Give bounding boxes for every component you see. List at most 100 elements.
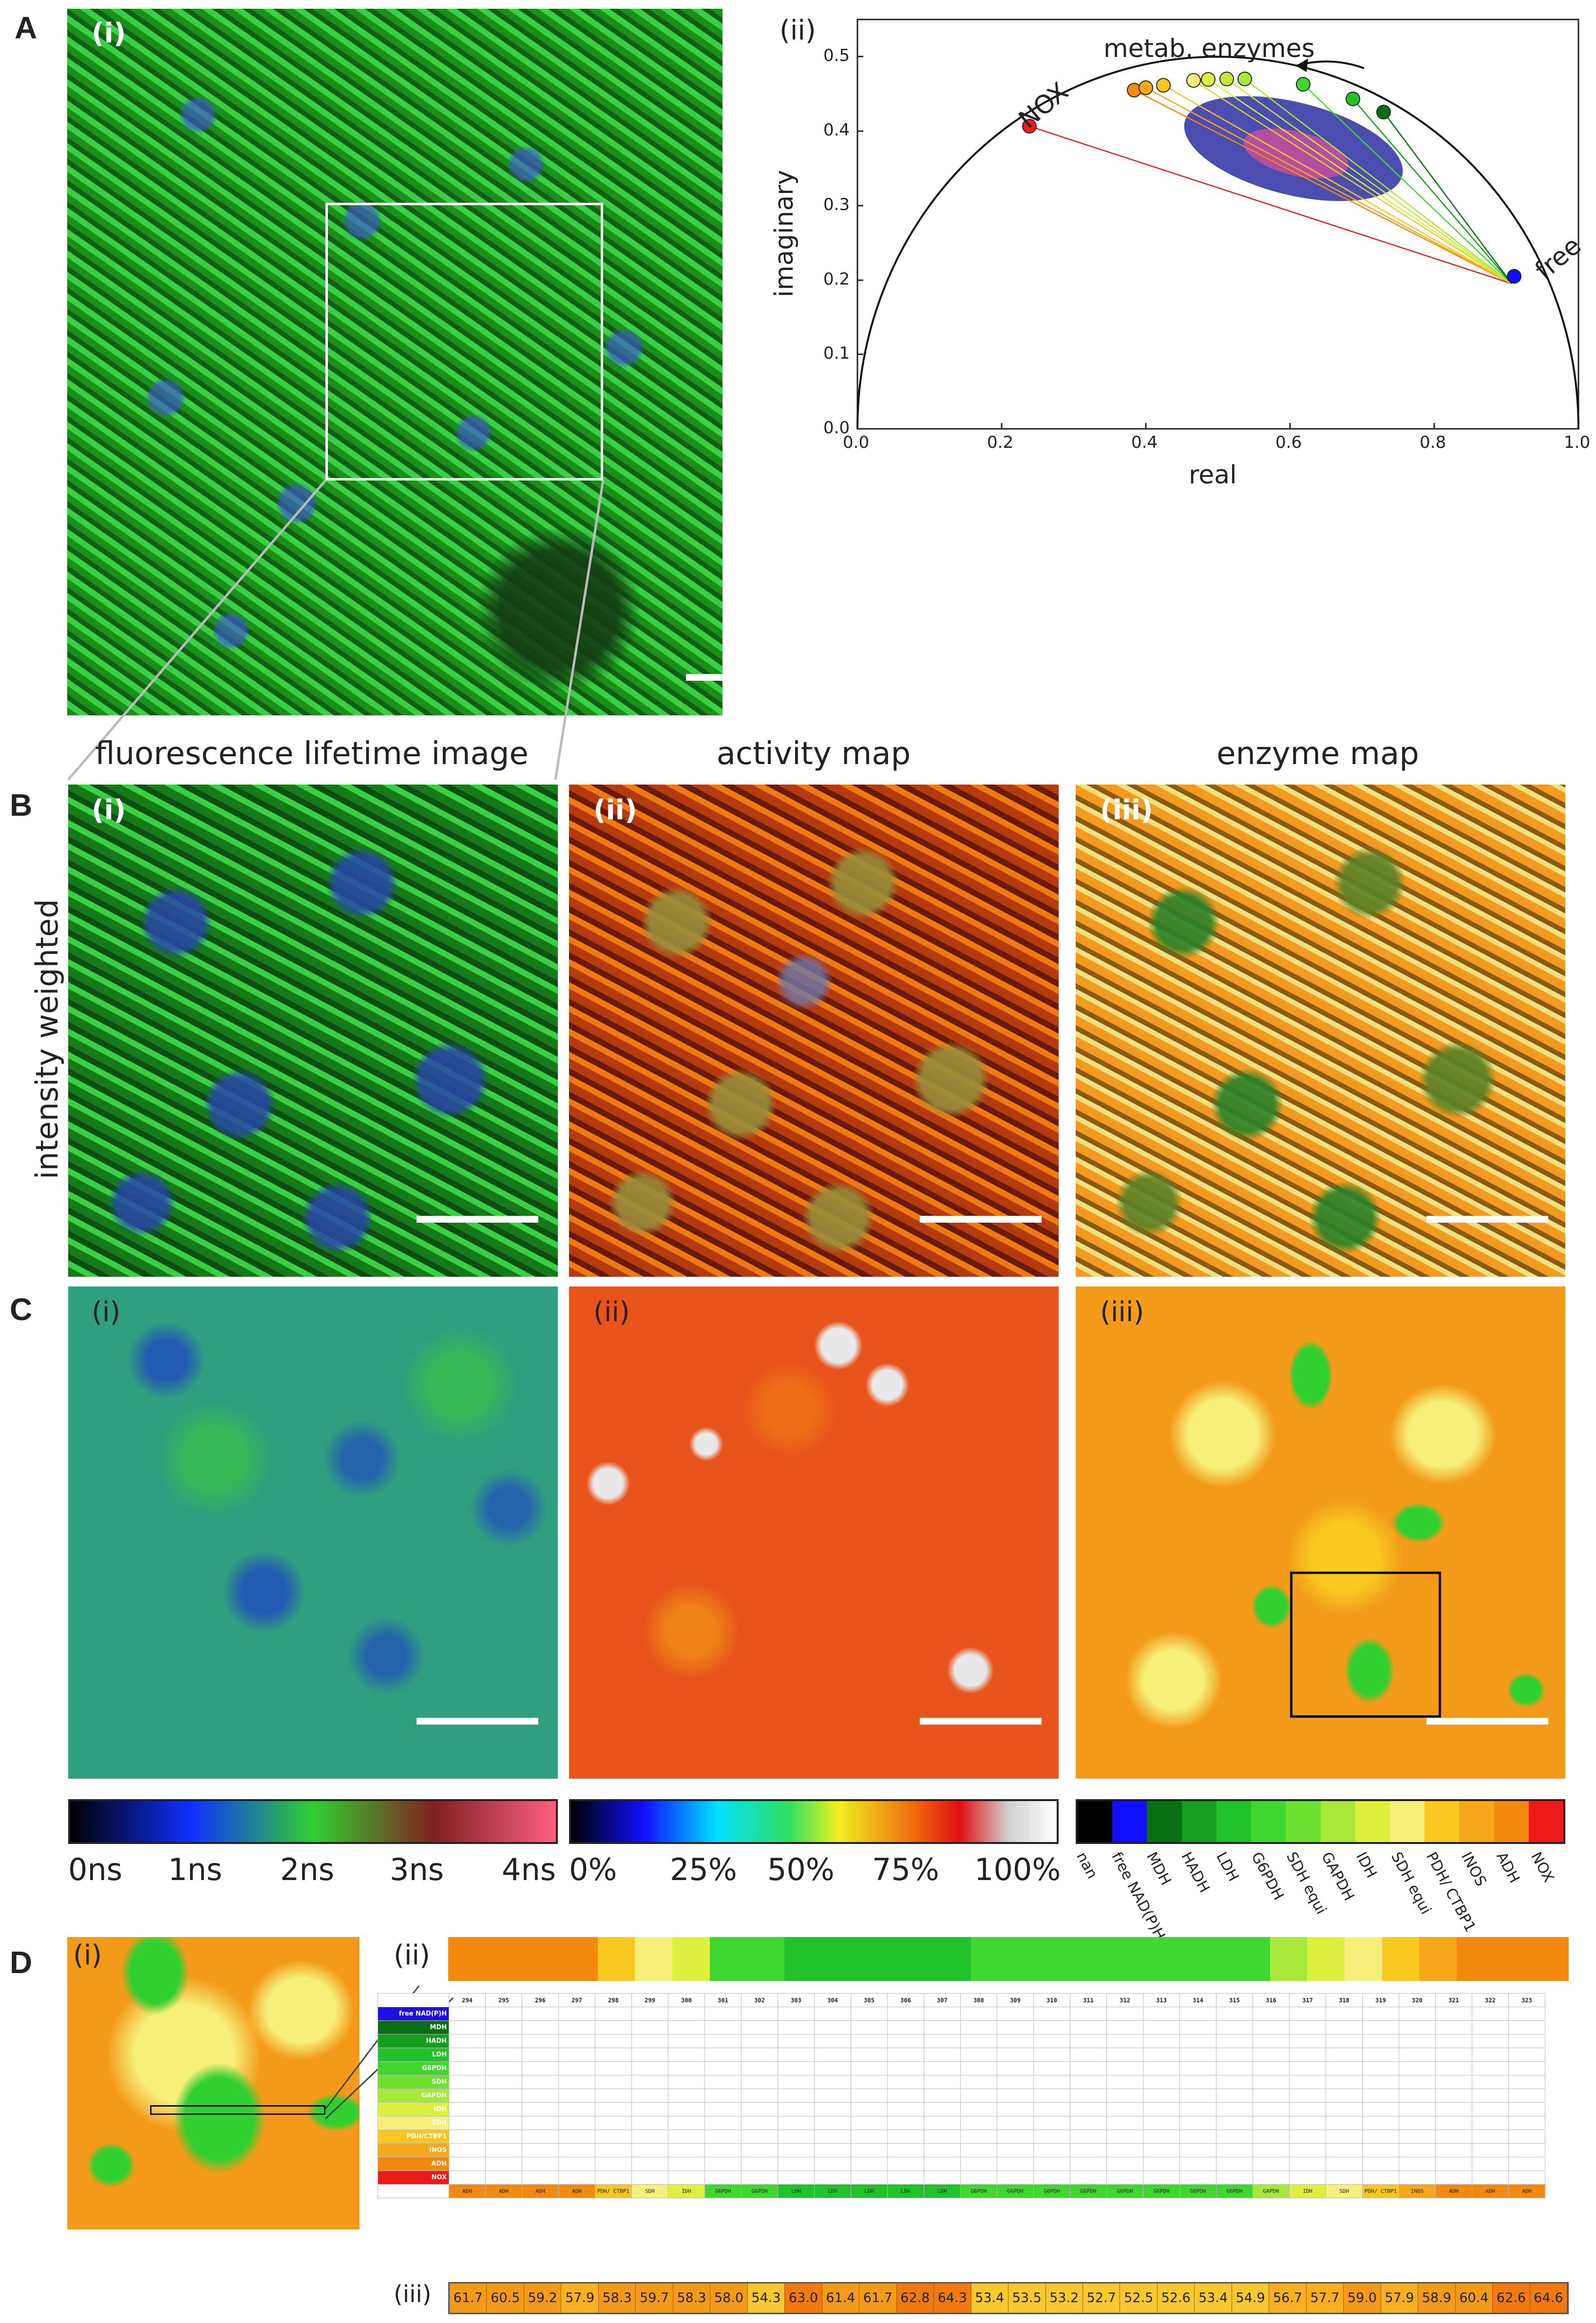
table-cell [485,2116,522,2130]
table-cell [741,2157,778,2171]
table-cell [1362,2061,1399,2075]
table-cell [1179,2034,1216,2048]
table-cell [631,2170,668,2185]
table-cell [741,2061,778,2075]
table-cell [851,2116,888,2130]
table-cell [1362,2157,1399,2171]
table-cell [924,2020,961,2035]
col-header-23: 317 [1289,1993,1326,2007]
table-cell [595,2061,632,2075]
table-cell [1070,2034,1107,2048]
table-cell [814,2048,851,2062]
roman-d-ii: (ii) [394,1939,430,1971]
table-cell [1508,2007,1545,2021]
table-cell [558,2170,595,2185]
table-cell [1289,2048,1326,2062]
table-cell [485,2075,522,2089]
table-cell [851,2143,888,2157]
table-cell [449,2007,486,2021]
colorbar-enzyme [1076,1799,1565,1844]
enzyme-lines [1029,78,1513,285]
strip-cell-29 [1531,1937,1569,1981]
table-cell [1435,2089,1472,2103]
table-cell [814,2061,851,2075]
activity-value-24: 59.0 [1344,2284,1381,2313]
table-cell [1362,2130,1399,2144]
col-header-27: 321 [1435,1993,1472,2007]
col-header-2: 296 [522,1993,559,2007]
table-cell [778,2102,815,2116]
row-label-8: SDH [378,2116,449,2130]
cb-activity-tick-0: 0% [569,1852,617,1887]
activity-value-6: 58.3 [673,2284,711,2313]
table-cell [741,2143,778,2157]
activity-value-25: 57.9 [1381,2284,1419,2313]
col-header-3: 297 [558,1993,595,2007]
table-cell [522,2061,559,2075]
strip-cell-7 [709,1937,747,1981]
col-title-lifetime: fluorescence lifetime image [95,736,529,772]
table-cell [1216,2075,1253,2089]
table-cell [1070,2075,1107,2089]
bottom-label-7: G6PDH [704,2184,741,2198]
micrograph-b-enzyme [1076,785,1565,1277]
table-cell [1399,2020,1436,2035]
table-cell [887,2007,924,2021]
table-cell [1326,2048,1363,2062]
panel-label-c: C [10,1292,33,1327]
col-header-15: 309 [997,1993,1034,2007]
table-cell [631,2143,668,2157]
table-cell [887,2089,924,2103]
table-cell [851,2048,888,2062]
table-cell [1179,2075,1216,2089]
activity-value-15: 53.5 [1008,2284,1046,2313]
activity-value-20: 53.4 [1195,2284,1232,2313]
col-header-4: 298 [595,1993,632,2007]
table-cell [668,2130,705,2144]
enzyme-swatch-13 [1528,1801,1564,1842]
table-cell [595,2075,632,2089]
table-cell [887,2116,924,2130]
table-cell [1253,2130,1290,2144]
annotation-metab-enzymes: metab. enzymes [1103,34,1315,63]
enzyme-table: 294 295 296 297 298 299 300 301 302 303 304 305 306 3… [378,1993,1586,2271]
strip-cell-21 [1233,1937,1270,1981]
table-cell [1216,2048,1253,2062]
table-cell [449,2116,486,2130]
table-cell [1326,2116,1363,2130]
table-cell [522,2102,559,2116]
table-cell [631,2048,668,2062]
plot-frame [856,19,1579,430]
table-cell [1033,2116,1070,2130]
table-cell [1326,2061,1363,2075]
activity-value-26: 58.9 [1418,2284,1456,2313]
table-cell [1033,2007,1070,2021]
table-cell [1399,2157,1436,2171]
col-title-enzyme: enzyme map [1216,736,1419,772]
table-cell [1179,2102,1216,2116]
scale-bar [417,1718,538,1725]
xtick-1: 0.2 [987,433,1014,452]
col-header-12: 306 [887,1993,924,2007]
table-cell [1399,2143,1436,2157]
table-cell [960,2130,997,2144]
col-header-20: 314 [1179,1993,1216,2007]
table-cell [485,2089,522,2103]
table-cell [1508,2143,1545,2157]
roman-b-iii: (iii) [1100,794,1153,826]
table-cell [814,2007,851,2021]
table-cell [558,2116,595,2130]
table-cell [558,2102,595,2116]
scale-bar [1426,1216,1548,1223]
phasor-cloud-core [1243,128,1349,179]
table-cell [522,2034,559,2048]
enzyme-strip [448,1937,1569,1981]
table-cell [1106,2089,1143,2103]
table-cell [924,2143,961,2157]
table-cell [1362,2034,1399,2048]
table-cell [1399,2007,1436,2021]
table-cell [485,2170,522,2185]
bottom-label-14: G6PDH [960,2184,997,2198]
table-cell [814,2075,851,2089]
table-cell [595,2048,632,2062]
